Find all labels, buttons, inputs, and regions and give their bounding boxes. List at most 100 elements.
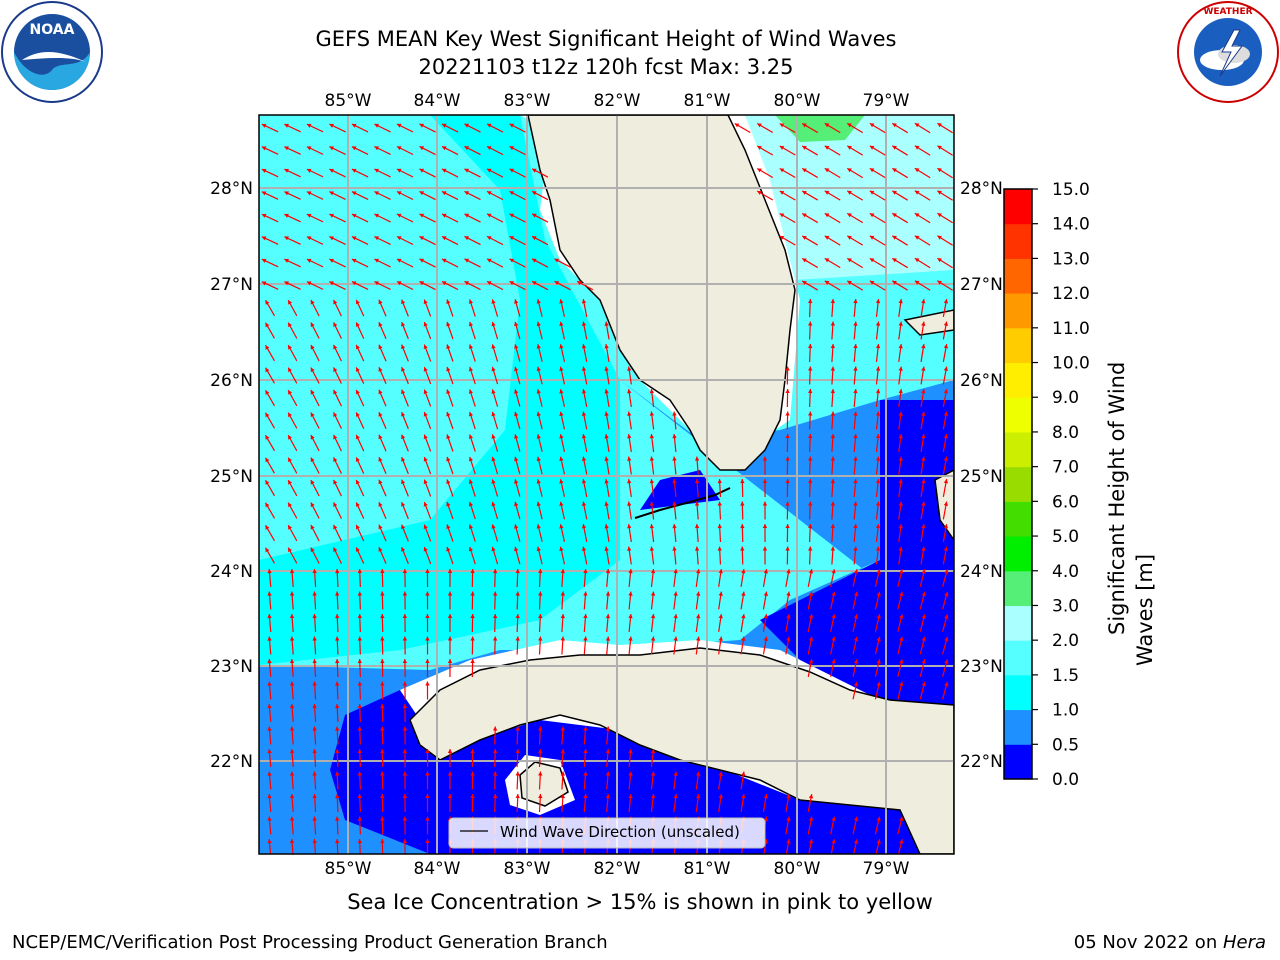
wave-arrow bbox=[740, 794, 746, 812]
wave-arrow bbox=[942, 614, 949, 632]
bahamas-land bbox=[903, 309, 954, 336]
wave-arrow bbox=[846, 235, 864, 246]
legend-box bbox=[448, 817, 766, 849]
wave-arrow bbox=[419, 235, 436, 246]
wave-arrow bbox=[853, 501, 858, 520]
wave-arrow bbox=[920, 321, 926, 340]
wave-arrow bbox=[470, 591, 475, 610]
wave-arrow bbox=[538, 771, 543, 790]
wave-arrow bbox=[329, 258, 346, 268]
wave-arrow bbox=[891, 212, 909, 224]
wave-arrow bbox=[536, 434, 543, 452]
wave-arrow bbox=[581, 321, 588, 340]
wave-arrow bbox=[718, 636, 723, 655]
wave-arrow bbox=[914, 280, 931, 291]
wave-arrow bbox=[672, 433, 677, 453]
wave-arrow bbox=[310, 299, 320, 317]
wave-arrow bbox=[289, 748, 295, 768]
wave-arrow bbox=[920, 389, 926, 407]
wave-arrow bbox=[830, 636, 836, 655]
wave-arrow bbox=[333, 434, 342, 452]
noaa-logo: NOAA bbox=[1, 1, 103, 103]
wave-arrow bbox=[468, 479, 476, 497]
wave-arrow bbox=[312, 613, 317, 633]
wave-arrow bbox=[329, 281, 346, 290]
wave-arrow bbox=[891, 190, 909, 201]
wave-arrow bbox=[355, 412, 365, 429]
wave-arrow bbox=[559, 389, 566, 407]
wave-arrow bbox=[425, 681, 430, 700]
wave-arrow bbox=[289, 636, 295, 655]
wave-arrow bbox=[627, 524, 632, 542]
wave-arrow bbox=[808, 298, 813, 318]
wave-arrow bbox=[357, 613, 362, 633]
wave-arrow bbox=[284, 236, 301, 245]
wave-arrow bbox=[852, 636, 859, 655]
wave-arrow bbox=[605, 636, 611, 655]
wave-arrow bbox=[380, 681, 385, 700]
wave-arrow bbox=[875, 501, 881, 520]
colorbar-segment bbox=[1004, 536, 1032, 572]
wave-arrow bbox=[891, 235, 909, 246]
wave-arrow bbox=[312, 658, 317, 678]
wave-arrow bbox=[333, 299, 342, 317]
wave-arrow bbox=[536, 366, 543, 385]
wave-arrow bbox=[329, 168, 346, 178]
wave-arrow bbox=[536, 456, 543, 475]
wave-arrow bbox=[486, 258, 504, 268]
wave-arrow bbox=[605, 748, 611, 768]
wave-arrow bbox=[869, 190, 886, 201]
wave-arrow bbox=[869, 145, 886, 156]
wave-arrow bbox=[425, 591, 430, 610]
wave-arrow bbox=[468, 389, 476, 407]
wave-arrow bbox=[875, 546, 881, 565]
wave-zone-deep-s bbox=[330, 690, 900, 854]
wave-arrow bbox=[446, 389, 454, 407]
wave-arrow bbox=[536, 479, 543, 497]
wave-arrow bbox=[869, 212, 886, 224]
wave-arrow bbox=[627, 456, 632, 475]
wave-arrow bbox=[355, 547, 365, 564]
wave-arrow bbox=[509, 190, 526, 201]
wave-arrow bbox=[514, 299, 521, 317]
wave-arrow bbox=[627, 479, 632, 497]
wave-arrow bbox=[672, 546, 677, 565]
wave-arrow bbox=[306, 281, 324, 290]
wave-arrow bbox=[401, 411, 409, 430]
wave-arrow bbox=[717, 546, 722, 565]
wave-arrow bbox=[846, 122, 864, 134]
wave-arrow bbox=[824, 235, 841, 246]
wave-arrow bbox=[898, 479, 903, 497]
wave-arrow bbox=[380, 703, 385, 723]
wave-arrow bbox=[627, 434, 632, 452]
wave-arrow bbox=[491, 456, 499, 475]
wave-arrow bbox=[830, 591, 836, 610]
wave-arrow bbox=[694, 501, 700, 520]
wave-arrow bbox=[515, 748, 520, 768]
wave-arrow bbox=[380, 748, 385, 768]
wave-arrow bbox=[756, 122, 774, 134]
wave-arrow bbox=[920, 524, 926, 542]
wave-arrow bbox=[560, 568, 566, 588]
wave-arrow bbox=[914, 167, 931, 179]
wave-arrow bbox=[559, 501, 566, 520]
wave-arrow bbox=[628, 613, 633, 633]
wave-arrow bbox=[830, 478, 836, 498]
wave-arrow bbox=[581, 524, 588, 542]
wave-arrow bbox=[801, 145, 819, 156]
wave-arrow bbox=[604, 389, 610, 407]
wave-arrow bbox=[852, 591, 859, 610]
wave-arrow bbox=[446, 546, 454, 565]
wave-arrow bbox=[808, 456, 813, 475]
wave-arrow bbox=[357, 771, 362, 790]
colorbar-segment bbox=[1004, 223, 1032, 259]
wave-arrow bbox=[357, 568, 362, 588]
wave-arrow bbox=[355, 457, 365, 474]
colorbar-frame bbox=[1003, 188, 1033, 780]
wave-arrow bbox=[509, 258, 526, 268]
wave-arrow bbox=[514, 366, 521, 385]
colorbar-segment bbox=[1004, 466, 1032, 502]
wave-arrow bbox=[419, 280, 436, 291]
wave-arrow bbox=[374, 213, 391, 223]
wave-arrow bbox=[329, 123, 346, 133]
